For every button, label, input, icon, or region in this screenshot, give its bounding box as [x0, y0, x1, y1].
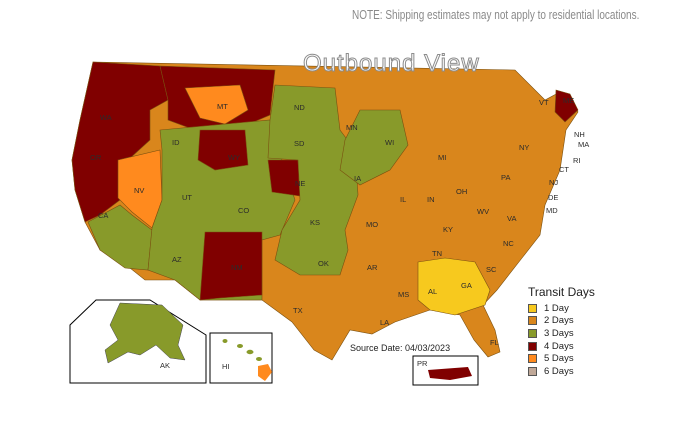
- alaska-shape: [104, 302, 186, 364]
- legend-swatch-3-days: [528, 328, 537, 338]
- legend-label: 2 Days: [544, 315, 574, 327]
- region-upper-midwest: [339, 109, 409, 186]
- legend-label: 4 Days: [544, 340, 574, 352]
- legend-item-5-days: 5 Days: [528, 352, 595, 365]
- state-labels: WA OR CA NV ID MT WY UT AZ CO NM ND SD N…: [90, 96, 589, 347]
- state-label-hi: HI: [222, 362, 230, 371]
- puerto-rico-inset: PR: [412, 355, 479, 386]
- legend-swatch-2-days: [528, 316, 537, 326]
- state-label-or: OR: [90, 153, 102, 162]
- state-label-vt: VT: [539, 98, 549, 107]
- state-label-nm: NM: [231, 263, 243, 272]
- state-label-ri: RI: [573, 156, 581, 165]
- hawaii-island-3: [246, 349, 254, 355]
- state-label-pr: PR: [417, 359, 428, 368]
- state-label-ky: KY: [443, 225, 453, 234]
- legend-label: 3 Days: [544, 327, 574, 339]
- state-label-ny: NY: [519, 143, 529, 152]
- state-label-nd: ND: [294, 103, 305, 112]
- state-label-la: LA: [380, 318, 389, 327]
- state-label-mn: MN: [346, 123, 358, 132]
- legend-item-3-days: 3 Days: [528, 327, 595, 340]
- state-label-ut: UT: [182, 193, 192, 202]
- region-wyoming: [197, 129, 249, 171]
- state-label-az: AZ: [172, 255, 182, 264]
- legend-label: 5 Days: [544, 353, 574, 365]
- hawaii-big-island: [258, 364, 272, 381]
- puerto-rico-shape: [428, 367, 472, 380]
- state-label-nc: NC: [503, 239, 514, 248]
- hawaii-inset: HI: [209, 332, 273, 384]
- hawaii-island-1: [222, 339, 228, 343]
- state-label-ne: NE: [295, 179, 305, 188]
- legend-label: 6 Days: [544, 365, 574, 377]
- legend-item-2-days: 2 Days: [528, 315, 595, 328]
- state-label-nj: NJ: [549, 178, 558, 187]
- legend-swatch-4-days: [528, 341, 537, 351]
- state-label-ak: AK: [160, 361, 170, 370]
- state-label-il: IL: [400, 195, 406, 204]
- legend-label: 1 Day: [544, 302, 569, 314]
- legend-title: Transit Days: [528, 285, 595, 299]
- legend-item-4-days: 4 Days: [528, 340, 595, 353]
- state-label-ga: GA: [461, 281, 472, 290]
- state-label-mo: MO: [366, 220, 378, 229]
- map-title: Outbound View: [303, 50, 480, 78]
- legend-item-1-day: 1 Day: [528, 302, 595, 315]
- transit-legend: Transit Days 1 Day 2 Days 3 Days 4 Days …: [528, 285, 595, 378]
- hawaii-island-2: [237, 344, 243, 348]
- state-label-nv: NV: [134, 186, 144, 195]
- state-label-ks: KS: [310, 218, 320, 227]
- state-label-tn: TN: [432, 249, 442, 258]
- state-label-ia: IA: [354, 174, 361, 183]
- contiguous-us: [71, 61, 579, 361]
- source-date: Source Date: 04/03/2023: [350, 343, 451, 353]
- state-label-md: MD: [546, 206, 558, 215]
- state-label-sc: SC: [486, 265, 497, 274]
- shipping-note: NOTE: Shipping estimates may not apply t…: [352, 8, 640, 22]
- state-label-ca: CA: [98, 211, 108, 220]
- state-label-sd: SD: [294, 139, 305, 148]
- state-label-wy: WY: [228, 153, 240, 162]
- legend-swatch-1-day: [528, 303, 537, 313]
- state-label-id: ID: [172, 138, 180, 147]
- region-montana-patch: [184, 84, 249, 125]
- region-new-mexico: [199, 231, 263, 301]
- state-label-de: DE: [548, 193, 558, 202]
- legend-swatch-6-days: [528, 366, 537, 376]
- region-maine: [554, 89, 579, 123]
- state-label-me: ME: [563, 96, 574, 105]
- state-label-ok: OK: [318, 259, 329, 268]
- alaska-inset: AK: [69, 299, 207, 384]
- state-label-ms: MS: [398, 290, 409, 299]
- state-label-wa: WA: [100, 113, 112, 122]
- state-label-oh: OH: [456, 187, 467, 196]
- state-label-va: VA: [507, 214, 516, 223]
- state-label-wv: WV: [477, 207, 489, 216]
- state-label-fl: FL: [490, 338, 499, 347]
- state-label-ma: MA: [578, 140, 589, 149]
- state-label-tx: TX: [293, 306, 303, 315]
- state-label-in: IN: [427, 195, 435, 204]
- legend-item-6-days: 6 Days: [528, 365, 595, 378]
- state-label-ar: AR: [367, 263, 378, 272]
- state-label-mt: MT: [217, 102, 228, 111]
- state-label-mi: MI: [438, 153, 446, 162]
- state-label-nh: NH: [574, 130, 585, 139]
- state-label-ct: CT: [559, 165, 569, 174]
- state-label-wi: WI: [385, 138, 394, 147]
- region-nebraska-patch: [267, 159, 301, 197]
- state-label-co: CO: [238, 206, 249, 215]
- state-label-pa: PA: [501, 173, 510, 182]
- region-southeast: [417, 257, 491, 316]
- legend-swatch-5-days: [528, 354, 537, 364]
- state-label-al: AL: [428, 287, 437, 296]
- hawaii-island-4: [256, 357, 262, 361]
